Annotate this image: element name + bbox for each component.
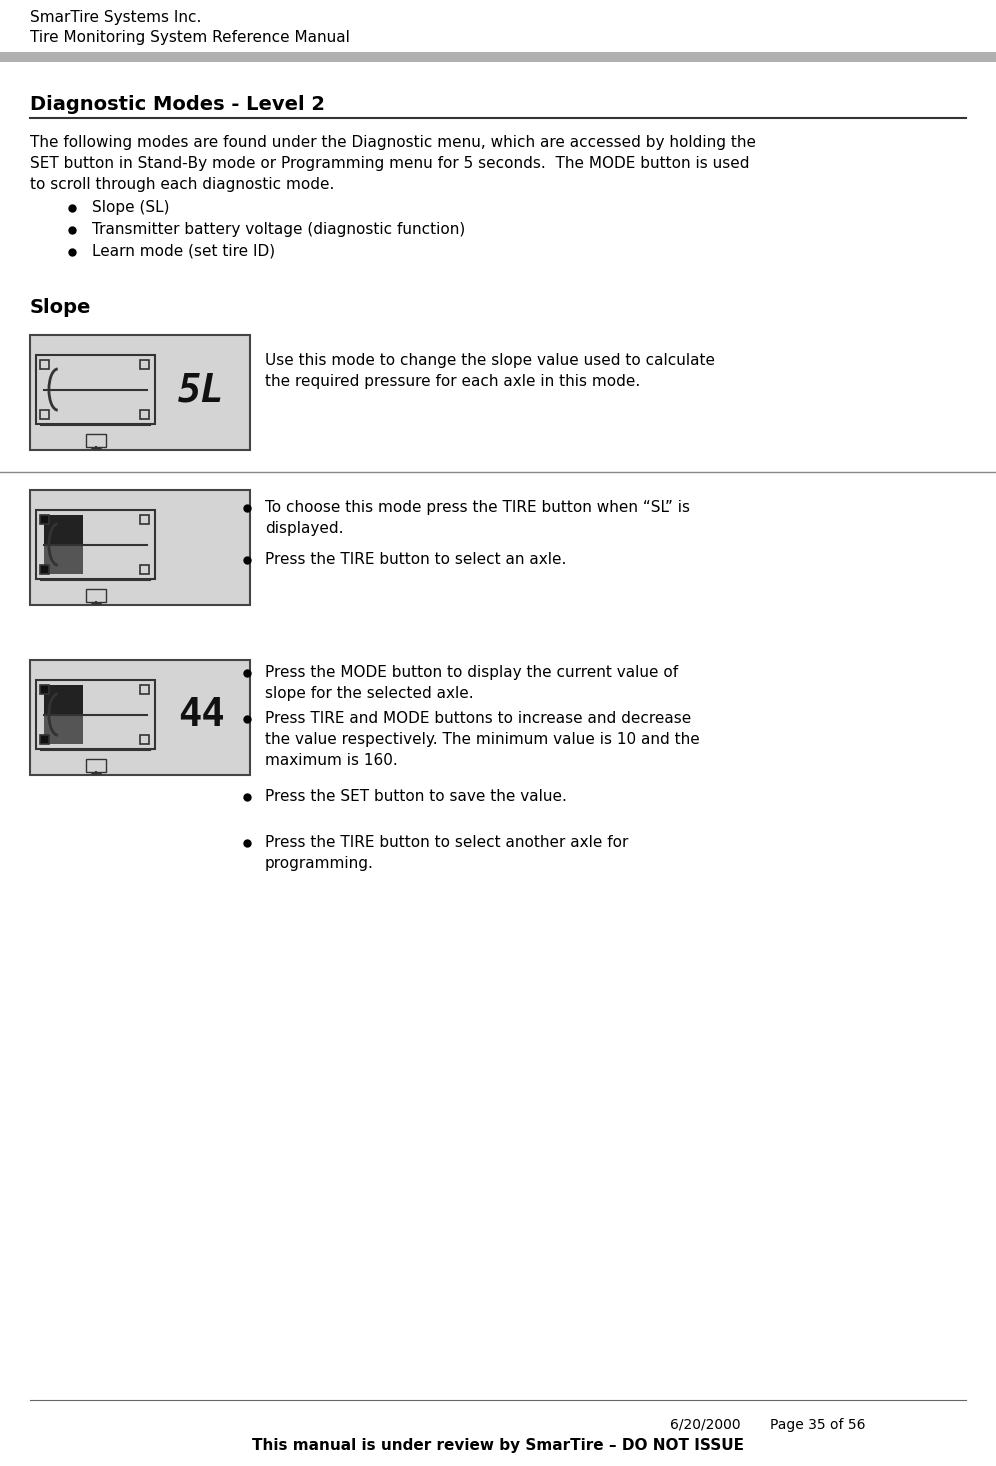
Text: Transmitter battery voltage (diagnostic function): Transmitter battery voltage (diagnostic … [92, 221, 465, 237]
Bar [40, 361, 49, 369]
Text: 5L: 5L [178, 371, 225, 409]
Bar [140, 685, 149, 693]
Bar [44, 515, 84, 544]
Text: programming.: programming. [265, 856, 374, 871]
Text: Press TIRE and MODE buttons to increase and decrease: Press TIRE and MODE buttons to increase … [265, 711, 691, 726]
Text: Page 35 of 56: Page 35 of 56 [770, 1418, 866, 1432]
Bar [140, 361, 149, 369]
Text: Diagnostic Modes - Level 2: Diagnostic Modes - Level 2 [30, 95, 325, 114]
Text: the required pressure for each axle in this mode.: the required pressure for each axle in t… [265, 374, 640, 388]
Text: slope for the selected axle.: slope for the selected axle. [265, 686, 474, 701]
Text: Press the TIRE button to select another axle for: Press the TIRE button to select another … [265, 836, 628, 850]
Text: Press the SET button to save the value.: Press the SET button to save the value. [265, 789, 567, 803]
Bar [0, 51, 996, 62]
Bar [86, 759, 106, 773]
Bar [40, 515, 49, 525]
Bar [86, 434, 106, 447]
Text: SET button in Stand‑By mode or Programming menu for 5 seconds.  The MODE button : SET button in Stand‑By mode or Programmi… [30, 155, 750, 172]
Text: This manual is under review by SmarTire – DO NOT ISSUE: This manual is under review by SmarTire … [252, 1438, 744, 1453]
Bar [44, 544, 84, 575]
Bar [86, 589, 106, 603]
Bar [40, 734, 49, 743]
Bar [40, 410, 49, 419]
Text: Slope (SL): Slope (SL) [92, 199, 169, 216]
Text: The following modes are found under the Diagnostic menu, which are accessed by h: The following modes are found under the … [30, 135, 756, 150]
Text: SmarTire Systems Inc.: SmarTire Systems Inc. [30, 10, 201, 25]
Bar [36, 680, 155, 749]
Bar [140, 564, 149, 575]
Bar [40, 564, 49, 575]
Text: To choose this mode press the TIRE button when “SL” is: To choose this mode press the TIRE butto… [265, 500, 690, 515]
Text: Press the TIRE button to select an axle.: Press the TIRE button to select an axle. [265, 553, 567, 567]
Bar [30, 490, 250, 605]
Bar [140, 410, 149, 419]
Text: Slope: Slope [30, 298, 92, 317]
Text: 44: 44 [178, 696, 225, 734]
Text: 6/20/2000: 6/20/2000 [670, 1418, 741, 1432]
Bar [44, 714, 84, 743]
Text: Learn mode (set tire ID): Learn mode (set tire ID) [92, 243, 275, 259]
Text: Use this mode to change the slope value used to calculate: Use this mode to change the slope value … [265, 353, 715, 368]
Bar [40, 685, 49, 693]
Bar [30, 660, 250, 776]
Bar [36, 510, 155, 579]
Bar [140, 734, 149, 743]
Bar [140, 515, 149, 525]
Bar [30, 336, 250, 450]
Bar [44, 685, 84, 714]
Bar [36, 355, 155, 424]
Text: Tire Monitoring System Reference Manual: Tire Monitoring System Reference Manual [30, 29, 350, 45]
Text: displayed.: displayed. [265, 520, 344, 537]
Text: Press the MODE button to display the current value of: Press the MODE button to display the cur… [265, 666, 678, 680]
Text: the value respectively. The minimum value is 10 and the: the value respectively. The minimum valu… [265, 732, 700, 748]
Text: to scroll through each diagnostic mode.: to scroll through each diagnostic mode. [30, 177, 335, 192]
Text: maximum is 160.: maximum is 160. [265, 754, 397, 768]
